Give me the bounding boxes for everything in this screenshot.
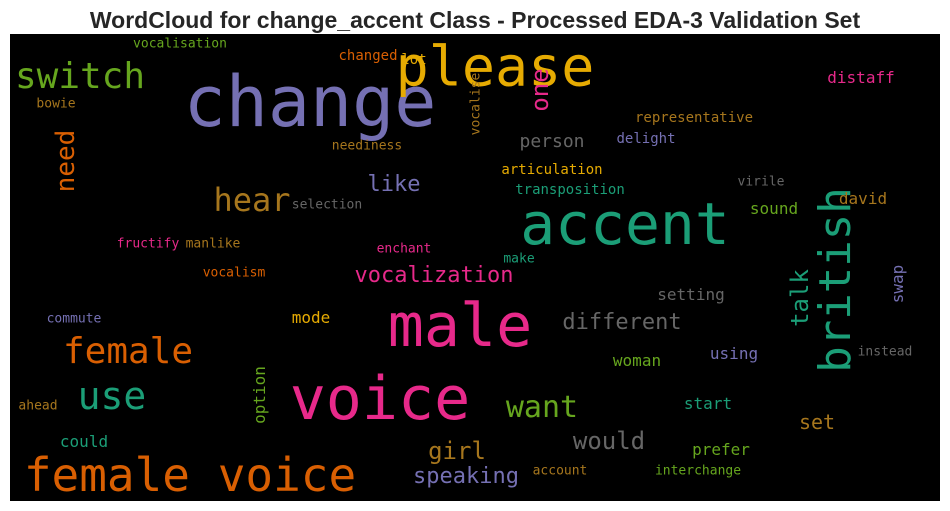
word-switch: switch (14, 56, 146, 97)
word-set: set (798, 410, 836, 434)
word-account: account (532, 463, 588, 479)
word-voice: voice (289, 364, 471, 434)
word-one: one (526, 68, 554, 112)
word-commute: commute (46, 311, 102, 327)
word-accent: accent (520, 190, 730, 258)
word-bowie: bowie (36, 96, 76, 112)
word-distaff: distaff (827, 68, 895, 87)
word-lot: lot (401, 52, 427, 68)
word-transposition: transposition (515, 182, 625, 198)
word-female-voice: female voice (23, 448, 357, 501)
word-prefer: prefer (692, 440, 750, 459)
word-option: option (250, 366, 269, 424)
chart-title: WordCloud for change_accent Class - Proc… (89, 7, 861, 33)
word-different: different (562, 310, 682, 335)
word-david: david (838, 189, 888, 208)
word-mode: mode (291, 308, 331, 327)
word-girl: girl (428, 437, 486, 465)
word-female: female (62, 331, 194, 372)
word-person: person (519, 131, 585, 152)
word-setting: setting (657, 285, 725, 304)
word-change: change (183, 61, 437, 143)
word-instead: instead (857, 344, 913, 360)
word-vocalise: vocalise (468, 72, 484, 136)
word-like: like (367, 172, 421, 197)
word-neediness: neediness (331, 138, 403, 154)
word-changed: changed (338, 48, 398, 64)
word-enchant: enchant (376, 241, 432, 257)
word-want: want (505, 390, 579, 425)
word-sound: sound (749, 199, 799, 218)
word-speaking: speaking (413, 464, 519, 489)
word-british: british (810, 187, 861, 373)
word-use: use (77, 374, 147, 418)
word-hear: hear (213, 181, 291, 219)
word-manlike: manlike (185, 236, 241, 252)
word-vocalization: vocalization (354, 263, 514, 288)
word-male: male (387, 291, 533, 361)
word-could: could (59, 432, 109, 451)
word-articulation: articulation (501, 162, 603, 178)
word-representative: representative (634, 110, 754, 126)
word-virile: virile (737, 174, 785, 190)
word-using: using (709, 344, 759, 363)
word-need: need (51, 129, 81, 193)
word-woman: woman (612, 351, 662, 370)
word-interchange: interchange (654, 463, 742, 479)
word-fructify: fructify (116, 236, 180, 252)
word-swap: swap (888, 264, 907, 304)
word-please: please (395, 34, 595, 99)
word-delight: delight (616, 131, 676, 147)
word-make: make (503, 251, 535, 267)
word-selection: selection (291, 197, 363, 213)
word-would: would (572, 427, 646, 455)
word-vocalisation: vocalisation (133, 36, 227, 52)
word-start: start (683, 394, 733, 413)
word-ahead: ahead (18, 398, 58, 414)
word-vocalism: vocalism (202, 265, 266, 281)
wordcloud-canvas: change please accent male voice female voice b… (10, 34, 940, 501)
word-talk: talk (786, 269, 814, 327)
